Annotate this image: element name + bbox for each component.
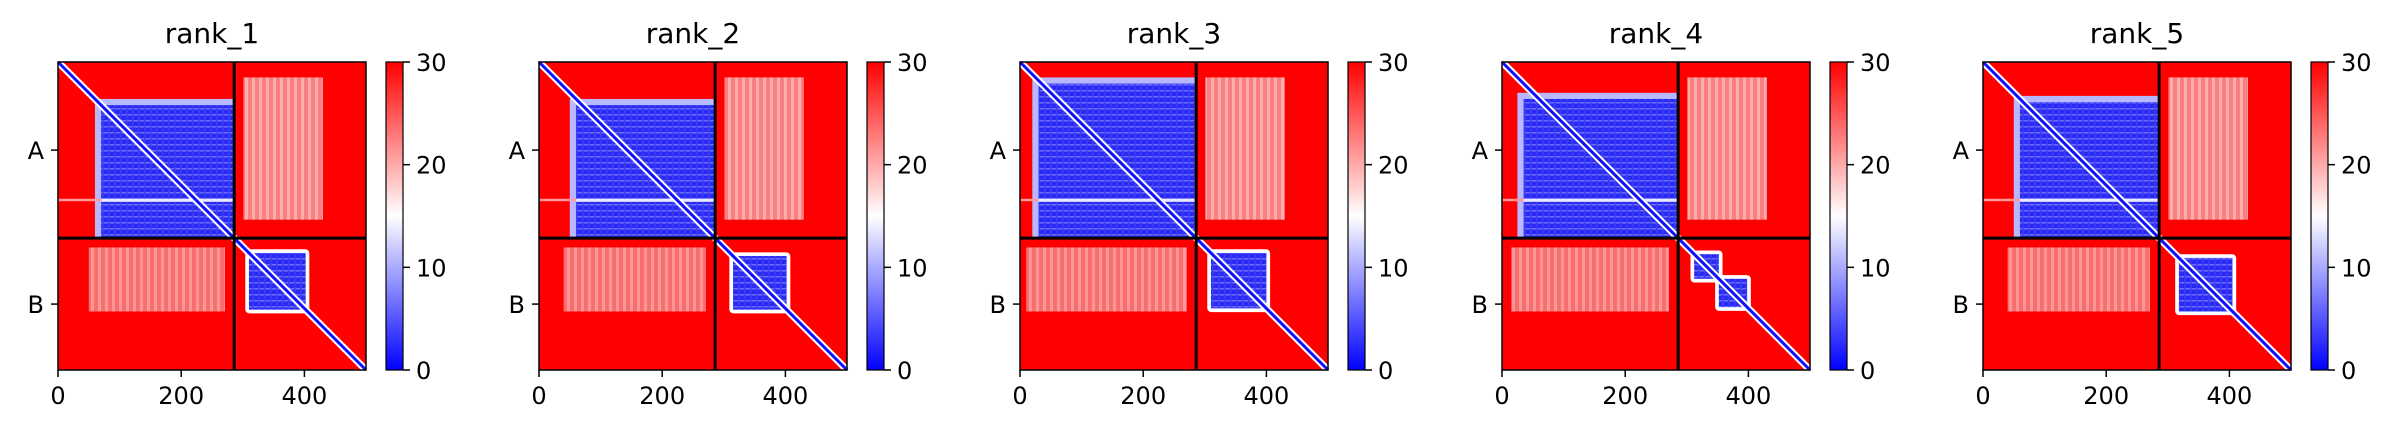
- colorbar-tick-label: 30: [416, 49, 447, 77]
- chain-a-band-left: [1502, 198, 1524, 202]
- x-tick-label: 200: [1120, 382, 1166, 410]
- colorbar-tick-label: 30: [897, 49, 928, 77]
- panel-rank_4: rank_4 0 200 400 A B 0 10 20 30: [1472, 17, 1891, 410]
- diagonal: [537, 60, 849, 372]
- x-tick-label: 0: [1494, 382, 1509, 410]
- panel-title: rank_5: [2090, 17, 2184, 50]
- interchain-region-ab: [1687, 77, 1767, 220]
- diagonal: [1500, 60, 1812, 372]
- panel-rank_3: rank_3 0 200 400 A B 0 10 20 30: [990, 17, 1409, 410]
- x-tick-label: 400: [1243, 382, 1289, 410]
- axes-frame: [538, 61, 848, 371]
- x-tick-label: 400: [1725, 382, 1771, 410]
- colorbar: [1347, 61, 1366, 371]
- panel-title: rank_4: [1609, 17, 1703, 50]
- chain-label-B: B: [1953, 291, 1969, 319]
- chain-a-band: [2019, 198, 2160, 202]
- colorbar-tick-label: 10: [1860, 254, 1891, 282]
- panel-rank_2: rank_2 0 200 400 A B 0 10 20 30: [509, 17, 928, 410]
- x-tick-label: 400: [762, 382, 808, 410]
- chain-label-B: B: [28, 291, 44, 319]
- chain-a-band: [101, 198, 235, 202]
- chain-label-A: A: [28, 137, 45, 165]
- colorbar-tick-label: 20: [1378, 152, 1409, 180]
- chain-label-A: A: [990, 137, 1007, 165]
- panel-rank_5: rank_5 0 200 400 A B 0 10 20 30: [1953, 17, 2372, 410]
- colorbar-tick-label: 0: [1860, 357, 1875, 385]
- x-tick-label: 200: [639, 382, 685, 410]
- panel-title: rank_1: [165, 17, 259, 50]
- interchain-region-ab: [1205, 77, 1285, 220]
- interchain-region-ba: [563, 247, 706, 312]
- x-tick-label: 0: [1975, 382, 1990, 410]
- x-tick-label: 200: [2083, 382, 2129, 410]
- panel-title: rank_3: [1127, 17, 1221, 50]
- colorbar-tick-label: 30: [1860, 49, 1891, 77]
- colorbar: [385, 61, 404, 371]
- colorbar-tick-label: 10: [897, 254, 928, 282]
- interchain-region-ba: [2007, 247, 2150, 312]
- interchain-region-ba: [1026, 247, 1187, 312]
- chain-a-band-left: [539, 198, 576, 202]
- chain-label-B: B: [990, 291, 1006, 319]
- colorbar-tick-label: 10: [416, 254, 447, 282]
- chain-a-band: [575, 198, 716, 202]
- chain-label-A: A: [1472, 137, 1489, 165]
- interchain-region-ab: [2168, 77, 2248, 220]
- colorbar-tick-label: 10: [2341, 254, 2372, 282]
- diagonal: [1981, 60, 2293, 372]
- axes-frame: [1501, 61, 1811, 371]
- x-tick-label: 200: [1602, 382, 1648, 410]
- axes-frame: [1982, 61, 2292, 371]
- colorbar-tick-label: 30: [1378, 49, 1409, 77]
- colorbar-tick-label: 20: [1860, 152, 1891, 180]
- colorbar-tick-label: 20: [2341, 152, 2372, 180]
- colorbar-tick-label: 0: [416, 357, 431, 385]
- diagonal: [1018, 60, 1330, 372]
- chain-label-A: A: [1953, 137, 1970, 165]
- x-tick-label: 0: [531, 382, 546, 410]
- diagonal: [56, 60, 368, 372]
- colorbar-tick-label: 30: [2341, 49, 2372, 77]
- colorbar: [2310, 61, 2329, 371]
- chain-a-band-left: [58, 198, 102, 202]
- chain-a-band: [1523, 198, 1679, 202]
- x-tick-label: 0: [1012, 382, 1027, 410]
- interchain-region-ba: [88, 247, 225, 312]
- x-tick-label: 400: [281, 382, 327, 410]
- axes-frame: [1019, 61, 1329, 371]
- colorbar-tick-label: 20: [897, 152, 928, 180]
- interchain-region-ab: [724, 77, 804, 220]
- panel-rank_1: rank_1 0 200 400 A B 0 10 20 30: [28, 17, 447, 410]
- colorbar-tick-label: 0: [1378, 357, 1393, 385]
- colorbar-tick-label: 20: [416, 152, 447, 180]
- chain-a-band-left: [1020, 198, 1039, 202]
- x-tick-label: 200: [158, 382, 204, 410]
- chain-label-A: A: [509, 137, 526, 165]
- interchain-region-ba: [1511, 247, 1669, 312]
- x-tick-label: 400: [2206, 382, 2252, 410]
- x-tick-label: 0: [50, 382, 65, 410]
- panel-title: rank_2: [646, 17, 740, 50]
- chain-label-B: B: [1472, 291, 1488, 319]
- colorbar-tick-label: 0: [897, 357, 912, 385]
- colorbar-tick-label: 0: [2341, 357, 2356, 385]
- interchain-region-ab: [243, 77, 323, 220]
- axes-frame: [57, 61, 367, 371]
- colorbar: [1829, 61, 1848, 371]
- chain-label-B: B: [509, 291, 525, 319]
- chain-a-band-left: [1983, 198, 2020, 202]
- colorbar-tick-label: 10: [1378, 254, 1409, 282]
- colorbar: [866, 61, 885, 371]
- chain-a-band: [1038, 198, 1197, 202]
